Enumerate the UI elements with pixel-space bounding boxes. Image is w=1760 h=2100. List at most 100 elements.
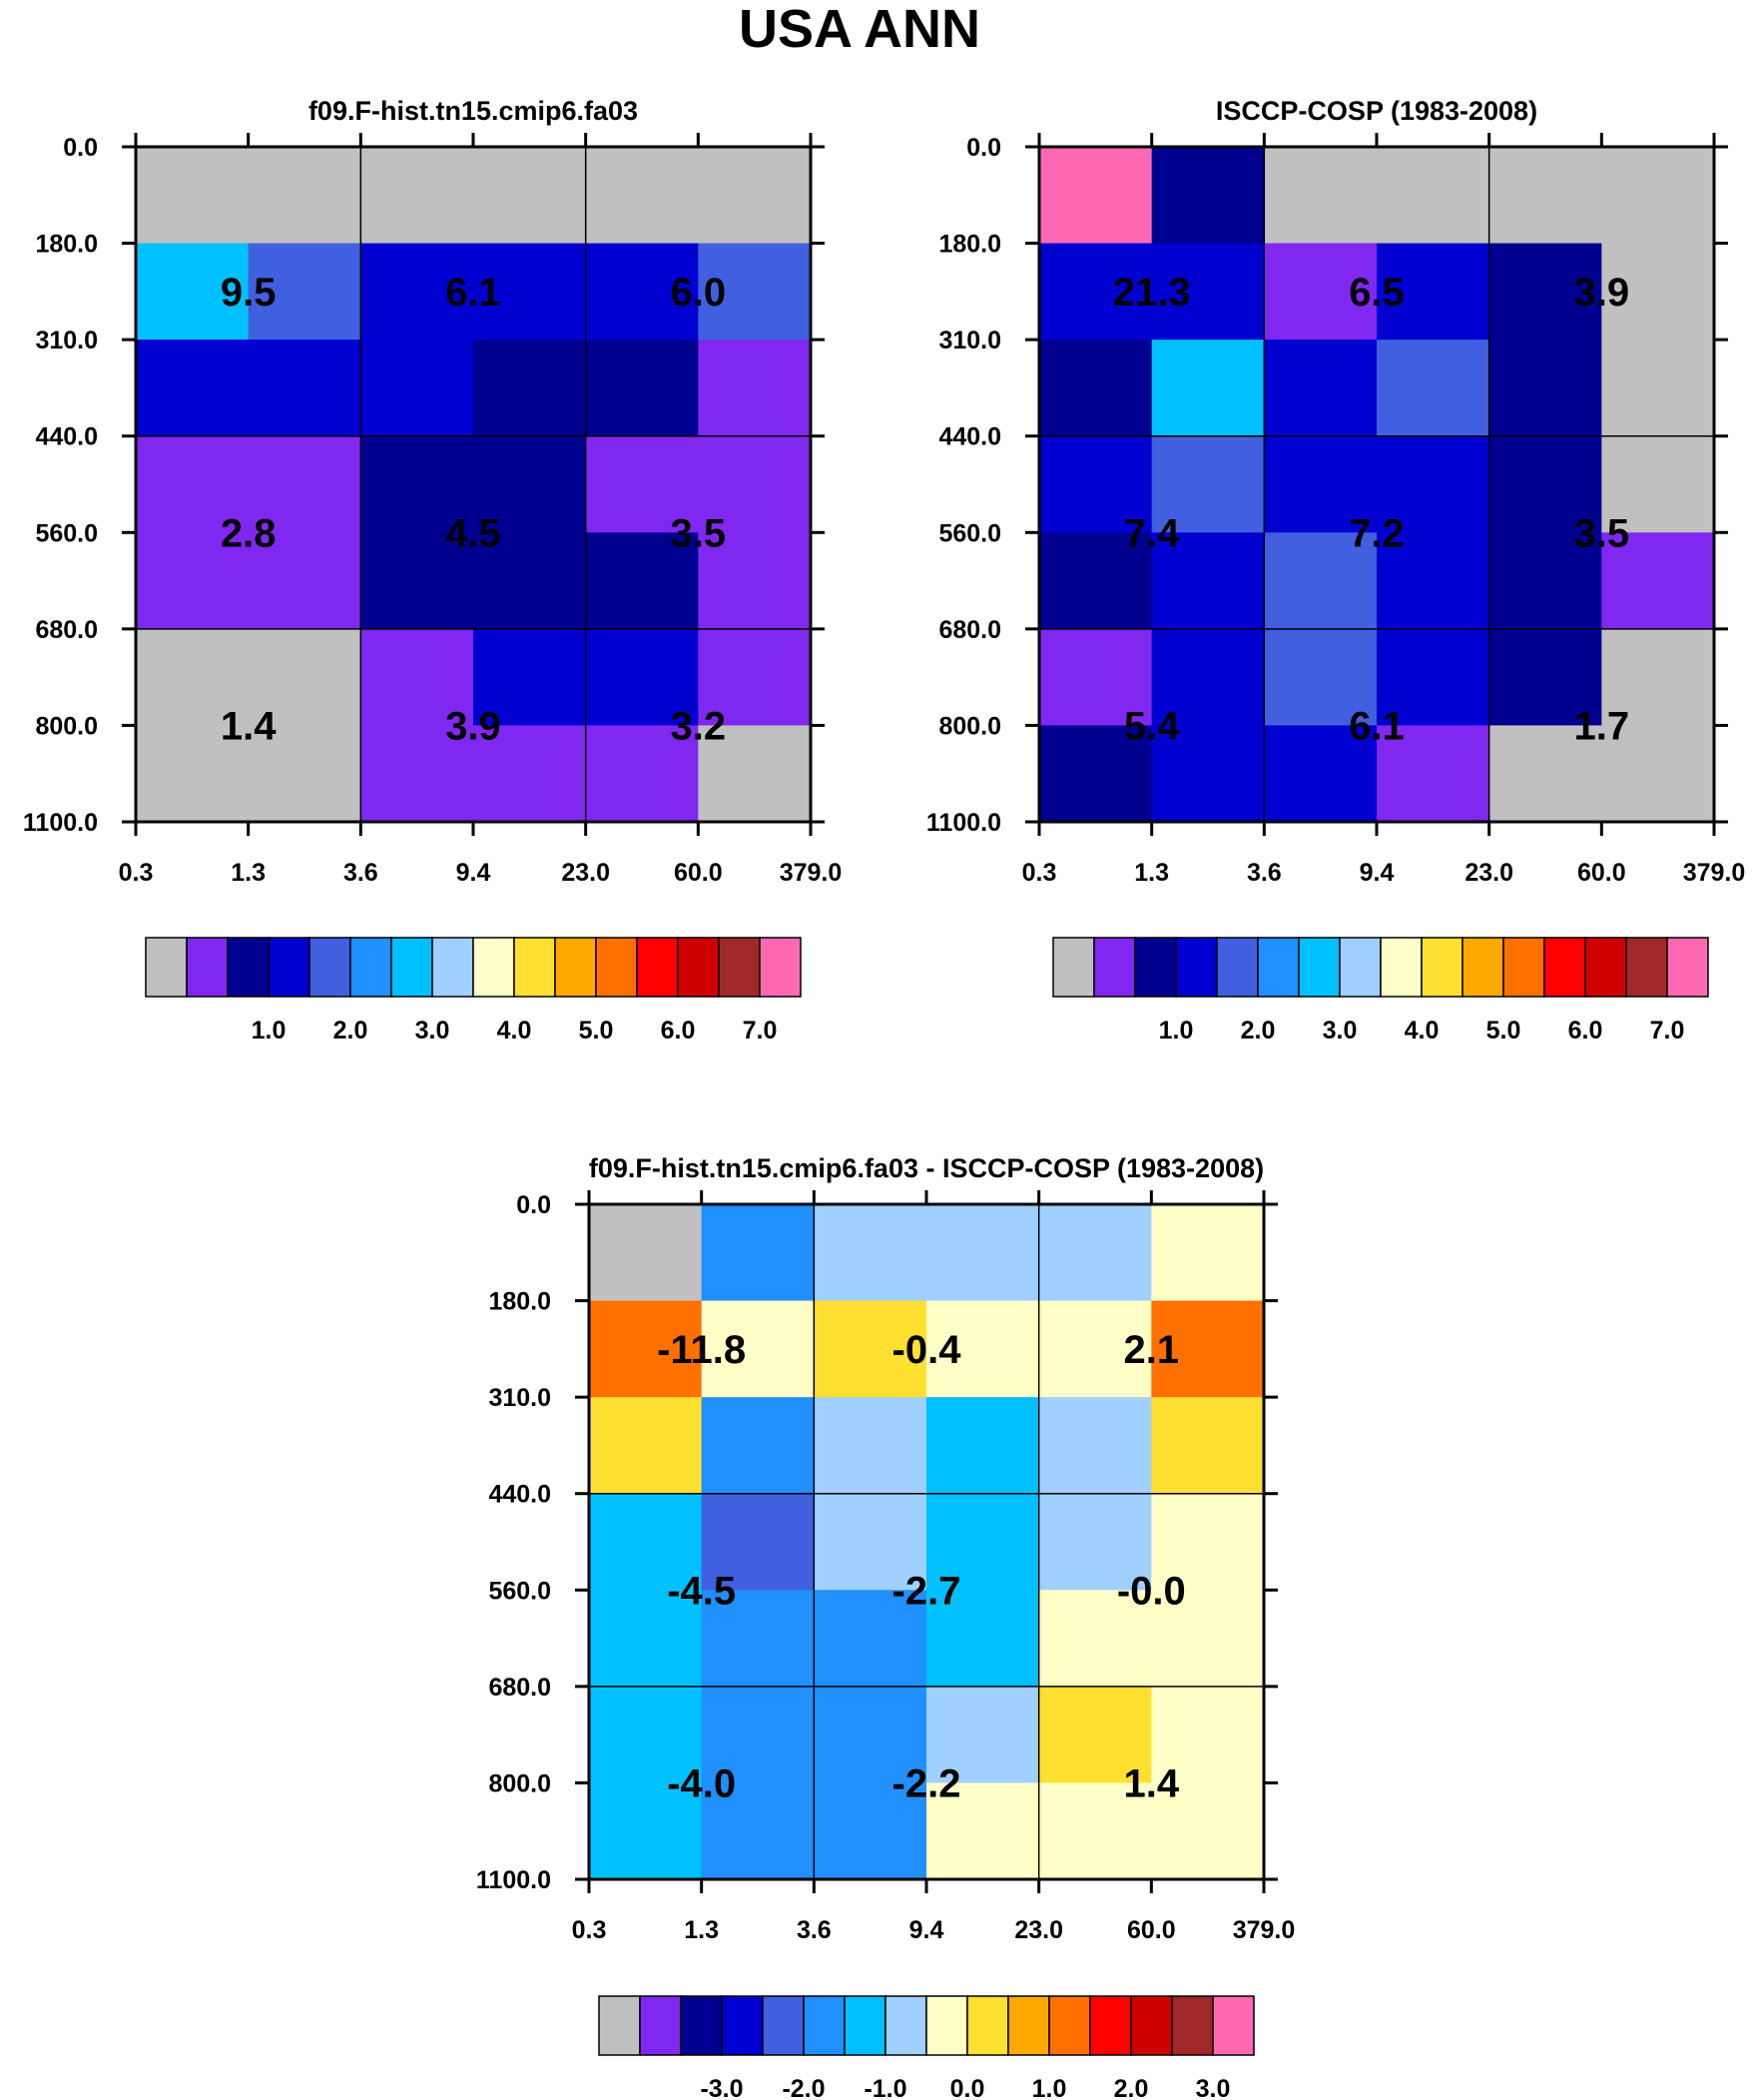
heatmap-cell [1601, 532, 1715, 630]
heatmap-cell [136, 532, 250, 630]
value-label: 3.9 [445, 704, 501, 748]
heatmap-cell [360, 340, 474, 437]
heatmap-cell [1151, 435, 1265, 533]
x-tick-label: 0.3 [119, 859, 154, 887]
x-tick-label: 9.4 [1360, 859, 1395, 887]
heatmap-cell [814, 1590, 927, 1688]
colorbar-box [759, 937, 802, 998]
colorbar-box [186, 937, 229, 998]
colorbar-label: 3.0 [1323, 1017, 1358, 1045]
value-label: 7.2 [1349, 511, 1405, 555]
value-label: -0.0 [1117, 1569, 1186, 1613]
y-tick-label: 1100.0 [926, 809, 1001, 837]
value-label: 1.7 [1574, 704, 1630, 748]
heatmap-cell [360, 725, 474, 823]
heatmap-cell [136, 243, 250, 341]
colorbar-label: 4.0 [1405, 1017, 1440, 1045]
y-tick-label: 0.0 [966, 134, 1001, 162]
heatmap-cell [1488, 340, 1602, 437]
heatmap-cell [814, 1300, 927, 1398]
heatmap-cell [1264, 725, 1378, 823]
heatmap-cell [1264, 340, 1378, 437]
heatmap-cell [814, 1782, 927, 1880]
colorbar-box [1052, 937, 1095, 998]
colorbar-box [844, 1995, 886, 2056]
colorbar-label: 2.0 [333, 1017, 368, 1045]
value-label: -4.0 [667, 1761, 736, 1805]
colorbar-box [1089, 1995, 1132, 2056]
x-tick-label: 9.4 [909, 1916, 944, 1944]
heatmap-cell [585, 725, 699, 823]
y-tick-label: 560.0 [938, 519, 1001, 547]
heatmap-cell [701, 1686, 815, 1784]
x-tick-label: 23.0 [1465, 859, 1513, 887]
colorbar-box [472, 937, 515, 998]
heatmap-cell [814, 1204, 927, 1302]
heatmap-cell [1151, 1204, 1265, 1302]
value-label: 3.5 [671, 511, 727, 555]
colorbar-box [721, 1995, 764, 2056]
heatmap-cell [473, 340, 587, 437]
y-tick-label: 310.0 [35, 327, 98, 354]
colorbar-box [1543, 937, 1586, 998]
y-tick-label: 310.0 [488, 1384, 551, 1412]
x-tick-label: 379.0 [1683, 859, 1746, 887]
heatmap-cell [1038, 1397, 1152, 1495]
colorbar-box [1298, 937, 1341, 998]
heatmap-cell [360, 435, 474, 533]
colorbar-box [349, 937, 392, 998]
heatmap-cell [1039, 243, 1153, 341]
heatmap-cell [360, 147, 474, 245]
colorbar-box [1584, 937, 1627, 998]
heatmap-cell [1601, 243, 1715, 341]
heatmap-cell [701, 1300, 815, 1398]
colorbar-label: 1.0 [252, 1017, 287, 1045]
heatmap-cell [589, 1204, 703, 1302]
heatmap-cell [1488, 147, 1602, 245]
colorbar-box [680, 1995, 723, 2056]
heatmap-cell [1488, 243, 1602, 341]
y-tick-label: 680.0 [35, 616, 98, 644]
heatmap-cell [926, 1204, 1040, 1302]
colorbar-box [1175, 937, 1218, 998]
heatmap-cell [1038, 1300, 1152, 1398]
heatmap-cell [1377, 340, 1490, 437]
colorbar-box [145, 937, 188, 998]
colorbar-label: 6.0 [661, 1017, 696, 1045]
heatmap-cell [136, 147, 250, 245]
heatmap-cell [926, 1493, 1040, 1591]
colorbar-label: 0.0 [950, 2075, 985, 2100]
heatmap-cell [1151, 1397, 1265, 1495]
heatmap-cell [698, 147, 812, 245]
colorbar-box [718, 937, 761, 998]
x-tick-label: 60.0 [674, 859, 723, 887]
heatmap-cell [1377, 435, 1490, 533]
heatmap-cell [701, 1204, 815, 1302]
heatmap-cell [1488, 532, 1602, 630]
value-label: 1.4 [1124, 1761, 1180, 1805]
heatmap-cell [589, 1686, 703, 1784]
heatmap-cell [698, 725, 812, 823]
heatmap-cell [1039, 628, 1153, 727]
heatmap-cell [1039, 725, 1153, 823]
y-tick-label: 1100.0 [23, 809, 98, 837]
value-label: -0.4 [892, 1328, 962, 1372]
heatmap-cell [248, 532, 361, 630]
x-tick-label: 23.0 [561, 859, 610, 887]
heatmap-cell [1151, 1686, 1265, 1784]
x-tick-label: 9.4 [456, 859, 491, 887]
heatmap-cell [701, 1493, 815, 1591]
heatmap-cell [1377, 725, 1490, 823]
x-tick-label: 3.6 [1247, 859, 1282, 887]
value-label: 2.1 [1124, 1328, 1180, 1372]
heatmap-cell [698, 243, 812, 341]
value-label: 6.0 [671, 271, 727, 315]
heatmap-cell [360, 532, 474, 630]
colorbar-label: 5.0 [579, 1017, 614, 1045]
colorbar-label: -3.0 [700, 2075, 743, 2100]
colorbar-box [1257, 937, 1300, 998]
x-tick-label: 60.0 [1577, 859, 1626, 887]
heatmap-cell [585, 340, 699, 437]
heatmap-cell [1488, 628, 1602, 727]
heatmap-cell [1377, 628, 1490, 727]
